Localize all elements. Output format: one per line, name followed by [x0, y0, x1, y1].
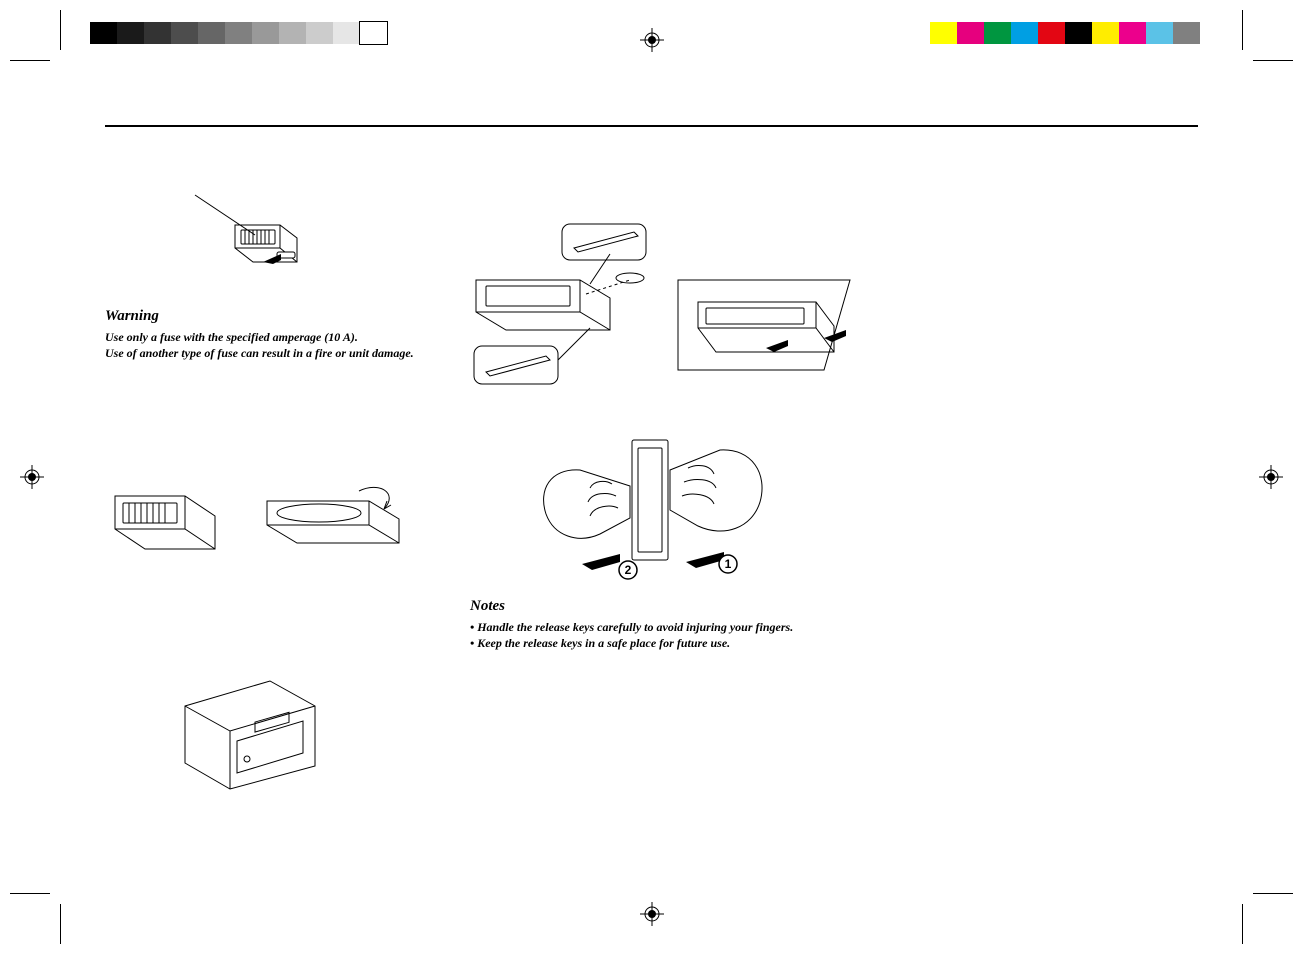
grayscale-swatch [117, 22, 144, 44]
color-swatch [984, 22, 1011, 44]
crop-mark [1242, 10, 1243, 50]
grayscale-swatch [252, 22, 279, 44]
registration-mark-icon [1259, 465, 1283, 489]
color-bar [930, 22, 1200, 44]
color-swatch [1173, 22, 1200, 44]
grayscale-swatch [171, 22, 198, 44]
crop-mark [1253, 893, 1293, 894]
crop-mark [1242, 904, 1243, 944]
grayscale-swatch [279, 22, 306, 44]
unit-rear-illustration [105, 471, 235, 561]
warning-text-line2: Use of another type of fuse can result i… [105, 345, 465, 361]
fuse-replacement-illustration [185, 190, 325, 300]
grayscale-swatch [306, 22, 333, 44]
unit-boxed-illustration [175, 671, 325, 791]
step-1-label: 1 [725, 557, 732, 571]
registration-mark-icon [640, 902, 664, 926]
grayscale-swatch [225, 22, 252, 44]
color-swatch [930, 22, 957, 44]
color-swatch [1011, 22, 1038, 44]
page-content: Warning Use only a fuse with the specifi… [75, 70, 1228, 884]
notes-item: Handle the release keys carefully to avo… [470, 619, 850, 635]
warning-heading: Warning [105, 308, 465, 325]
color-swatch [957, 22, 984, 44]
release-key-dashboard-illustration [674, 270, 854, 390]
left-column: Warning Use only a fuse with the specifi… [105, 170, 465, 791]
unit-open-illustration [259, 481, 419, 561]
crop-mark [60, 10, 61, 50]
right-column: 1 2 Notes Handle the release keys carefu… [470, 170, 850, 651]
grayscale-swatch [90, 22, 117, 44]
grayscale-swatch [198, 22, 225, 44]
color-swatch [1146, 22, 1173, 44]
crop-mark [10, 60, 50, 61]
color-swatch [1065, 22, 1092, 44]
notes-item: Keep the release keys in a safe place fo… [470, 635, 850, 651]
color-swatch [1038, 22, 1065, 44]
crop-mark [60, 904, 61, 944]
remove-unit-illustration: 1 2 [520, 430, 780, 590]
notes-heading: Notes [470, 598, 850, 615]
notes-list: Handle the release keys carefully to avo… [470, 619, 850, 651]
registration-mark-icon [20, 465, 44, 489]
grayscale-bar [90, 22, 387, 44]
registration-mark-icon [640, 28, 664, 52]
color-swatch [1119, 22, 1146, 44]
step-2-label: 2 [625, 563, 632, 577]
release-key-insert-illustration [470, 220, 650, 390]
header-rule [105, 125, 1198, 127]
crop-mark [10, 893, 50, 894]
warning-text-line1: Use only a fuse with the specified amper… [105, 329, 465, 345]
grayscale-swatch [333, 22, 360, 44]
grayscale-swatch [360, 22, 387, 44]
grayscale-swatch [144, 22, 171, 44]
crop-mark [1253, 60, 1293, 61]
color-swatch [1092, 22, 1119, 44]
